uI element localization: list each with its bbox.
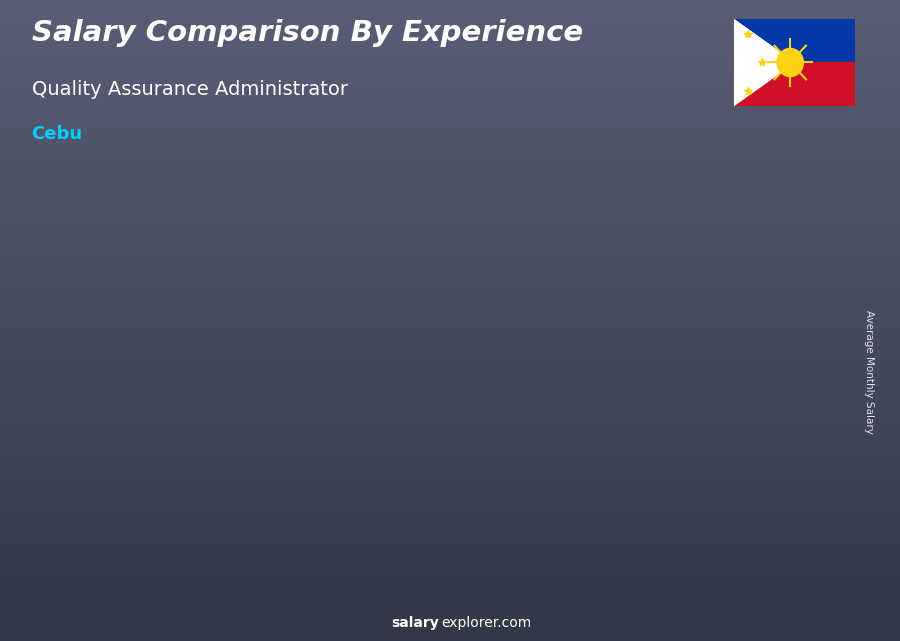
Text: 63,700 PHP: 63,700 PHP <box>446 264 518 278</box>
Polygon shape <box>595 267 669 291</box>
Polygon shape <box>265 404 273 570</box>
Polygon shape <box>199 404 273 418</box>
Bar <box>727 240 793 570</box>
Bar <box>734 62 855 106</box>
Bar <box>199 404 265 570</box>
Text: Average Monthly Salary: Average Monthly Salary <box>863 310 874 434</box>
Bar <box>331 335 397 570</box>
Text: 36,700 PHP: 36,700 PHP <box>182 387 254 399</box>
Polygon shape <box>67 451 140 460</box>
Polygon shape <box>734 19 794 106</box>
Polygon shape <box>397 335 405 570</box>
Text: +42%: +42% <box>266 265 329 285</box>
Text: +22%: +22% <box>399 214 462 233</box>
Bar <box>595 267 662 570</box>
Text: 73,300 PHP: 73,300 PHP <box>741 221 813 234</box>
Text: +6%: +6% <box>537 212 587 230</box>
Bar <box>67 451 132 570</box>
Text: Quality Assurance Administrator: Quality Assurance Administrator <box>32 80 347 99</box>
Polygon shape <box>331 335 405 353</box>
Text: salary: salary <box>392 616 439 630</box>
Polygon shape <box>132 451 140 570</box>
Bar <box>463 283 529 570</box>
Polygon shape <box>662 267 669 570</box>
Bar <box>734 19 855 62</box>
Circle shape <box>777 49 804 76</box>
Text: +38%: +38% <box>134 345 197 364</box>
Text: Cebu: Cebu <box>32 125 83 143</box>
Text: 52,300 PHP: 52,300 PHP <box>313 316 386 329</box>
Polygon shape <box>793 240 801 570</box>
Text: Salary Comparison By Experience: Salary Comparison By Experience <box>32 19 582 47</box>
Polygon shape <box>727 240 801 266</box>
Text: +9%: +9% <box>670 189 719 208</box>
Text: explorer.com: explorer.com <box>441 616 531 630</box>
Text: 67,300 PHP: 67,300 PHP <box>578 248 650 261</box>
Polygon shape <box>463 283 537 306</box>
Polygon shape <box>529 283 537 570</box>
Text: 26,600 PHP: 26,600 PHP <box>53 432 125 445</box>
